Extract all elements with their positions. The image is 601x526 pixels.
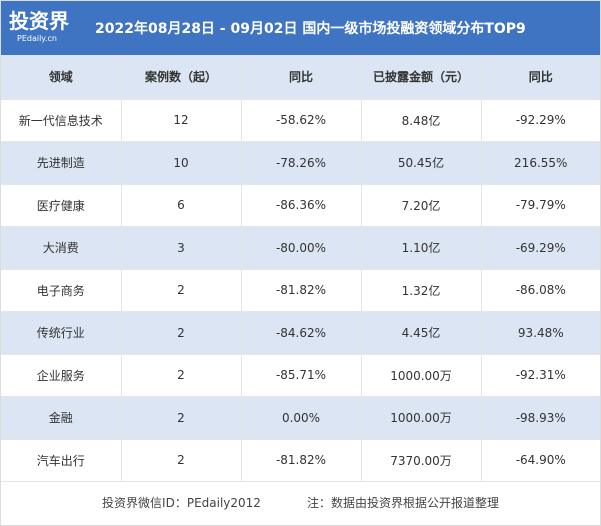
cell-case-count: 10 <box>121 141 242 185</box>
cell-case-yoy: -84.62% <box>241 311 362 355</box>
cell-amount: 4.45亿 <box>361 311 482 355</box>
table-row: 新一代信息技术 12 -58.62% 8.48亿 -92.29% <box>1 99 600 142</box>
cell-case-count: 2 <box>121 354 242 397</box>
cell-amount: 8.48亿 <box>361 99 482 142</box>
footer-note: 注：数据由投资界根据公开报道整理 <box>306 495 499 510</box>
cell-field: 企业服务 <box>1 354 122 397</box>
cell-amount-yoy: -92.31% <box>481 354 600 397</box>
cell-case-yoy: -58.62% <box>241 99 362 142</box>
cell-case-count: 6 <box>121 184 242 227</box>
cell-field: 大消费 <box>1 226 122 270</box>
page-title: 2022年08月28日 - 09月02日 国内一级市场投融资领域分布TOP9 <box>95 21 526 37</box>
cell-field: 医疗健康 <box>1 184 122 227</box>
column-header-field: 领域 <box>1 55 122 100</box>
table-header-row: 领域 案例数（起） 同比 已披露金额（元） 同比 <box>1 55 600 100</box>
logo-text: 投资界 <box>9 9 69 33</box>
cell-case-count: 2 <box>121 311 242 355</box>
cell-case-yoy: -81.82% <box>241 439 362 482</box>
cell-amount: 7370.00万 <box>361 439 482 482</box>
table-row: 医疗健康 6 -86.36% 7.20亿 -79.79% <box>1 184 600 227</box>
table-row: 电子商务 2 -81.82% 1.32亿 -86.08% <box>1 269 600 312</box>
table-row: 企业服务 2 -85.71% 1000.00万 -92.31% <box>1 354 600 397</box>
cell-amount-yoy: -86.08% <box>481 269 600 312</box>
cell-case-yoy: -78.26% <box>241 141 362 185</box>
cell-field: 传统行业 <box>1 311 122 355</box>
footer-wechat-id: 投资界微信ID：PEdaily2012 <box>102 495 261 510</box>
cell-amount-yoy: -64.90% <box>481 439 600 482</box>
cell-case-yoy: -80.00% <box>241 226 362 270</box>
table-row: 先进制造 10 -78.26% 50.45亿 216.55% <box>1 141 600 185</box>
cell-amount: 50.45亿 <box>361 141 482 185</box>
cell-amount: 7.20亿 <box>361 184 482 227</box>
column-header-case-count: 案例数（起） <box>121 55 242 100</box>
cell-case-yoy: 0.00% <box>241 396 362 440</box>
cell-case-count: 2 <box>121 396 242 440</box>
cell-amount-yoy: 216.55% <box>481 141 600 185</box>
cell-field: 电子商务 <box>1 269 122 312</box>
table-row: 大消费 3 -80.00% 1.10亿 -69.29% <box>1 226 600 270</box>
cell-case-count: 2 <box>121 269 242 312</box>
cell-case-yoy: -85.71% <box>241 354 362 397</box>
cell-amount: 1.32亿 <box>361 269 482 312</box>
cell-case-yoy: -86.36% <box>241 184 362 227</box>
logo-subtext: PEdaily.cn <box>17 34 57 43</box>
cell-amount: 1000.00万 <box>361 396 482 440</box>
column-header-case-yoy: 同比 <box>241 55 362 100</box>
table-row: 传统行业 2 -84.62% 4.45亿 93.48% <box>1 311 600 355</box>
cell-case-yoy: -81.82% <box>241 269 362 312</box>
column-header-amount: 已披露金额（元） <box>361 55 482 100</box>
cell-field: 先进制造 <box>1 141 122 185</box>
cell-amount-yoy: -79.79% <box>481 184 600 227</box>
cell-field: 汽车出行 <box>1 439 122 482</box>
column-header-amount-yoy: 同比 <box>481 55 600 100</box>
cell-case-count: 2 <box>121 439 242 482</box>
data-table: 领域 案例数（起） 同比 已披露金额（元） 同比 新一代信息技术 12 -58.… <box>1 55 600 482</box>
cell-amount-yoy: -92.29% <box>481 99 600 142</box>
cell-amount-yoy: -69.29% <box>481 226 600 270</box>
cell-amount: 1.10亿 <box>361 226 482 270</box>
table-row: 金融 2 0.00% 1000.00万 -98.93% <box>1 396 600 440</box>
cell-amount: 1000.00万 <box>361 354 482 397</box>
footer: 投资界微信ID：PEdaily2012 注：数据由投资界根据公开报道整理 <box>1 482 600 522</box>
table-row: 汽车出行 2 -81.82% 7370.00万 -64.90% <box>1 439 600 482</box>
logo: 投资界 PEdaily.cn <box>1 1 85 55</box>
cell-field: 金融 <box>1 396 122 440</box>
cell-amount-yoy: 93.48% <box>481 311 600 355</box>
cell-case-count: 12 <box>121 99 242 142</box>
header-bar: 投资界 PEdaily.cn 2022年08月28日 - 09月02日 国内一级… <box>1 1 600 55</box>
cell-field: 新一代信息技术 <box>1 99 122 142</box>
cell-case-count: 3 <box>121 226 242 270</box>
cell-amount-yoy: -98.93% <box>481 396 600 440</box>
